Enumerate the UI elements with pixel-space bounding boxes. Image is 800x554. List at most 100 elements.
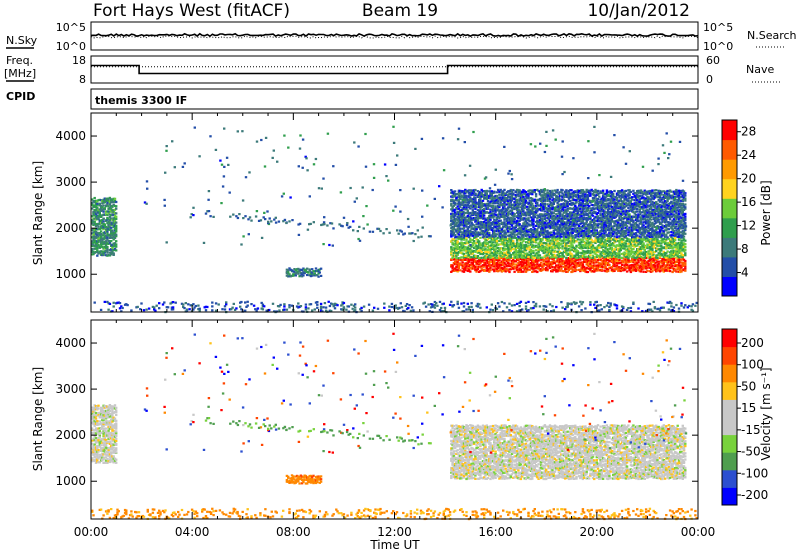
data-cell (567, 262, 571, 265)
data-cell (475, 212, 478, 216)
data-cell (604, 257, 607, 261)
data-cell (504, 217, 507, 220)
noise-panel: N.Sky 10^5 10^0 10^5 10^0 N.Search (6, 21, 797, 53)
data-cell (101, 246, 104, 249)
data-cell (507, 239, 510, 242)
data-cell (653, 243, 657, 246)
data-cell (537, 248, 540, 251)
data-cell (512, 212, 515, 215)
data-cell (651, 255, 654, 258)
data-cell (658, 244, 662, 247)
data-cell (457, 233, 461, 236)
data-cell (457, 213, 461, 216)
data-cell (93, 233, 96, 236)
data-cell (631, 250, 634, 253)
data-cell (522, 217, 525, 220)
data-cell (484, 226, 487, 229)
data-cell (522, 258, 525, 261)
data-cell (571, 235, 574, 238)
data-cell (476, 268, 480, 271)
data-cell (457, 214, 461, 217)
data-cell (607, 256, 610, 259)
data-cell (562, 239, 566, 242)
data-cell (553, 245, 557, 248)
data-cell (98, 231, 101, 235)
data-cell (675, 253, 678, 256)
data-cell (555, 264, 558, 267)
data-cell (319, 274, 323, 277)
data-cell (665, 242, 668, 245)
data-cell (553, 254, 557, 257)
data-cell (483, 224, 486, 227)
data-cell (472, 236, 476, 239)
data-cell (115, 245, 118, 248)
data-cell (619, 246, 622, 250)
data-cell (601, 219, 605, 222)
data-cell (561, 213, 564, 216)
data-cell (543, 262, 547, 265)
data-cell (671, 270, 674, 274)
data-cell (574, 193, 577, 196)
data-cell (539, 204, 543, 207)
data-cell (450, 212, 453, 215)
data-cell (461, 264, 464, 267)
data-cell (461, 215, 464, 218)
data-cell (619, 261, 622, 264)
data-cell (565, 256, 568, 259)
data-cell (639, 262, 643, 265)
data-cell (567, 257, 571, 260)
data-cell (508, 192, 511, 195)
data-cell (507, 190, 510, 193)
data-cell (459, 229, 462, 232)
data-cell (539, 238, 543, 241)
data-cell (108, 206, 112, 209)
data-cell (103, 197, 106, 200)
data-cell (569, 259, 572, 262)
data-cell (470, 259, 473, 262)
data-cell (623, 247, 626, 250)
data-cell (103, 245, 106, 248)
data-cell (513, 227, 516, 230)
data-cell (452, 238, 456, 241)
data-cell (523, 225, 526, 228)
data-cell (500, 204, 504, 207)
data-cell (641, 247, 644, 250)
data-cell (488, 223, 491, 226)
data-cell (94, 212, 98, 215)
data-cell (479, 203, 482, 206)
data-cell (115, 240, 118, 243)
data-cell (479, 243, 482, 246)
data-cell (553, 193, 557, 196)
data-cell (457, 194, 461, 197)
data-cell (498, 213, 501, 216)
data-cell (486, 269, 490, 272)
data-cell (629, 264, 633, 267)
data-cell (545, 262, 548, 265)
data-cell (620, 256, 624, 259)
data-cell (108, 241, 112, 244)
data-cell (490, 190, 493, 193)
data-cell (526, 196, 529, 199)
data-cell (94, 208, 98, 211)
data-cell (461, 266, 464, 269)
data-cell (485, 252, 488, 255)
data-cell (533, 235, 536, 239)
nave-tick-top: 60 (706, 54, 720, 67)
data-cell (462, 238, 466, 241)
data-cell (547, 235, 550, 238)
data-cell (537, 257, 540, 260)
data-cell (479, 220, 482, 223)
data-cell (594, 258, 597, 261)
data-cell (457, 207, 461, 210)
data-cell (651, 236, 654, 239)
data-cell (543, 214, 547, 217)
data-cell (450, 247, 453, 250)
data-cell (534, 264, 538, 267)
data-cell (93, 199, 96, 203)
data-cell (475, 193, 478, 196)
data-cell (99, 204, 103, 208)
data-cell (452, 222, 456, 225)
data-cell (108, 200, 112, 204)
data-cell (547, 264, 550, 267)
